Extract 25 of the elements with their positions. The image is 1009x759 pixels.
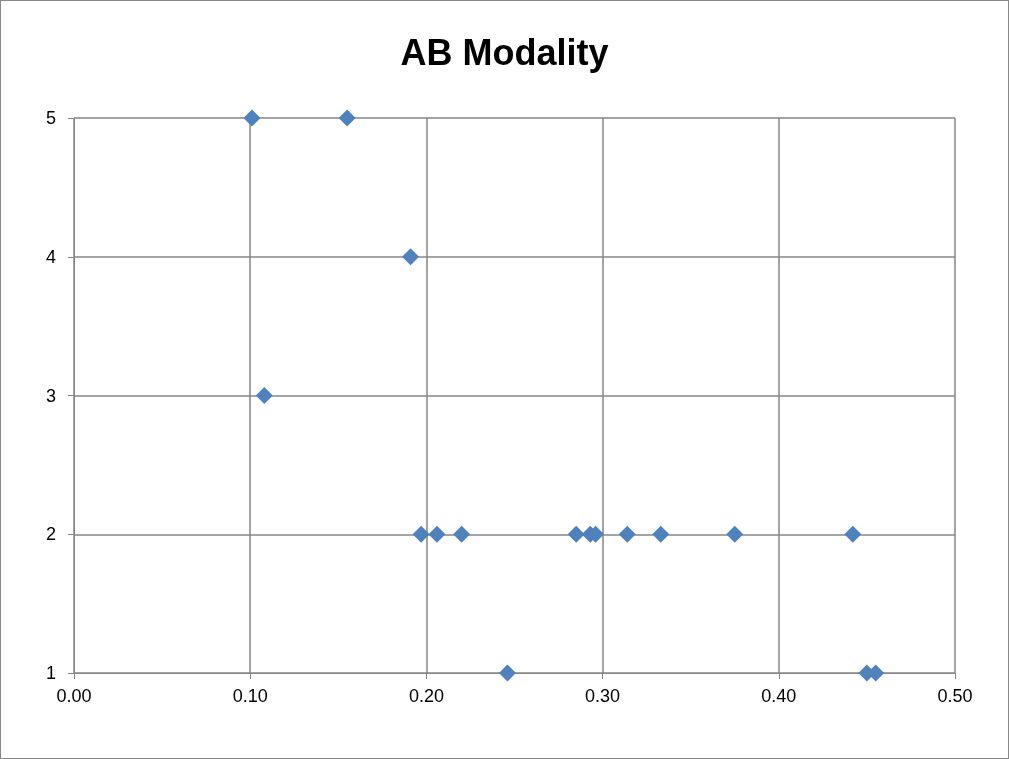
point <box>243 109 261 127</box>
point <box>402 248 420 266</box>
point <box>453 525 471 543</box>
point <box>652 525 670 543</box>
x-tick-label: 0.40 <box>761 686 797 706</box>
point <box>567 525 585 543</box>
point <box>412 525 430 543</box>
point <box>726 525 744 543</box>
point <box>338 109 356 127</box>
x-tick-label: 0.00 <box>56 686 92 706</box>
x-tick-label: 0.10 <box>232 686 268 706</box>
chart-title: AB Modality <box>400 31 609 73</box>
point <box>618 525 636 543</box>
point <box>428 525 446 543</box>
y-tick-label: 3 <box>45 385 56 406</box>
point <box>844 525 862 543</box>
x-tick-label: 0.30 <box>585 686 621 706</box>
y-tick-label: 5 <box>45 108 56 128</box>
point <box>255 387 273 404</box>
x-tick-label: 0.50 <box>937 686 973 706</box>
y-tick-label: 2 <box>45 524 56 545</box>
x-tick-label: 0.20 <box>408 686 444 706</box>
y-tick-label: 4 <box>45 246 56 267</box>
y-tick-label: 1 <box>45 663 56 683</box>
point <box>498 664 516 682</box>
